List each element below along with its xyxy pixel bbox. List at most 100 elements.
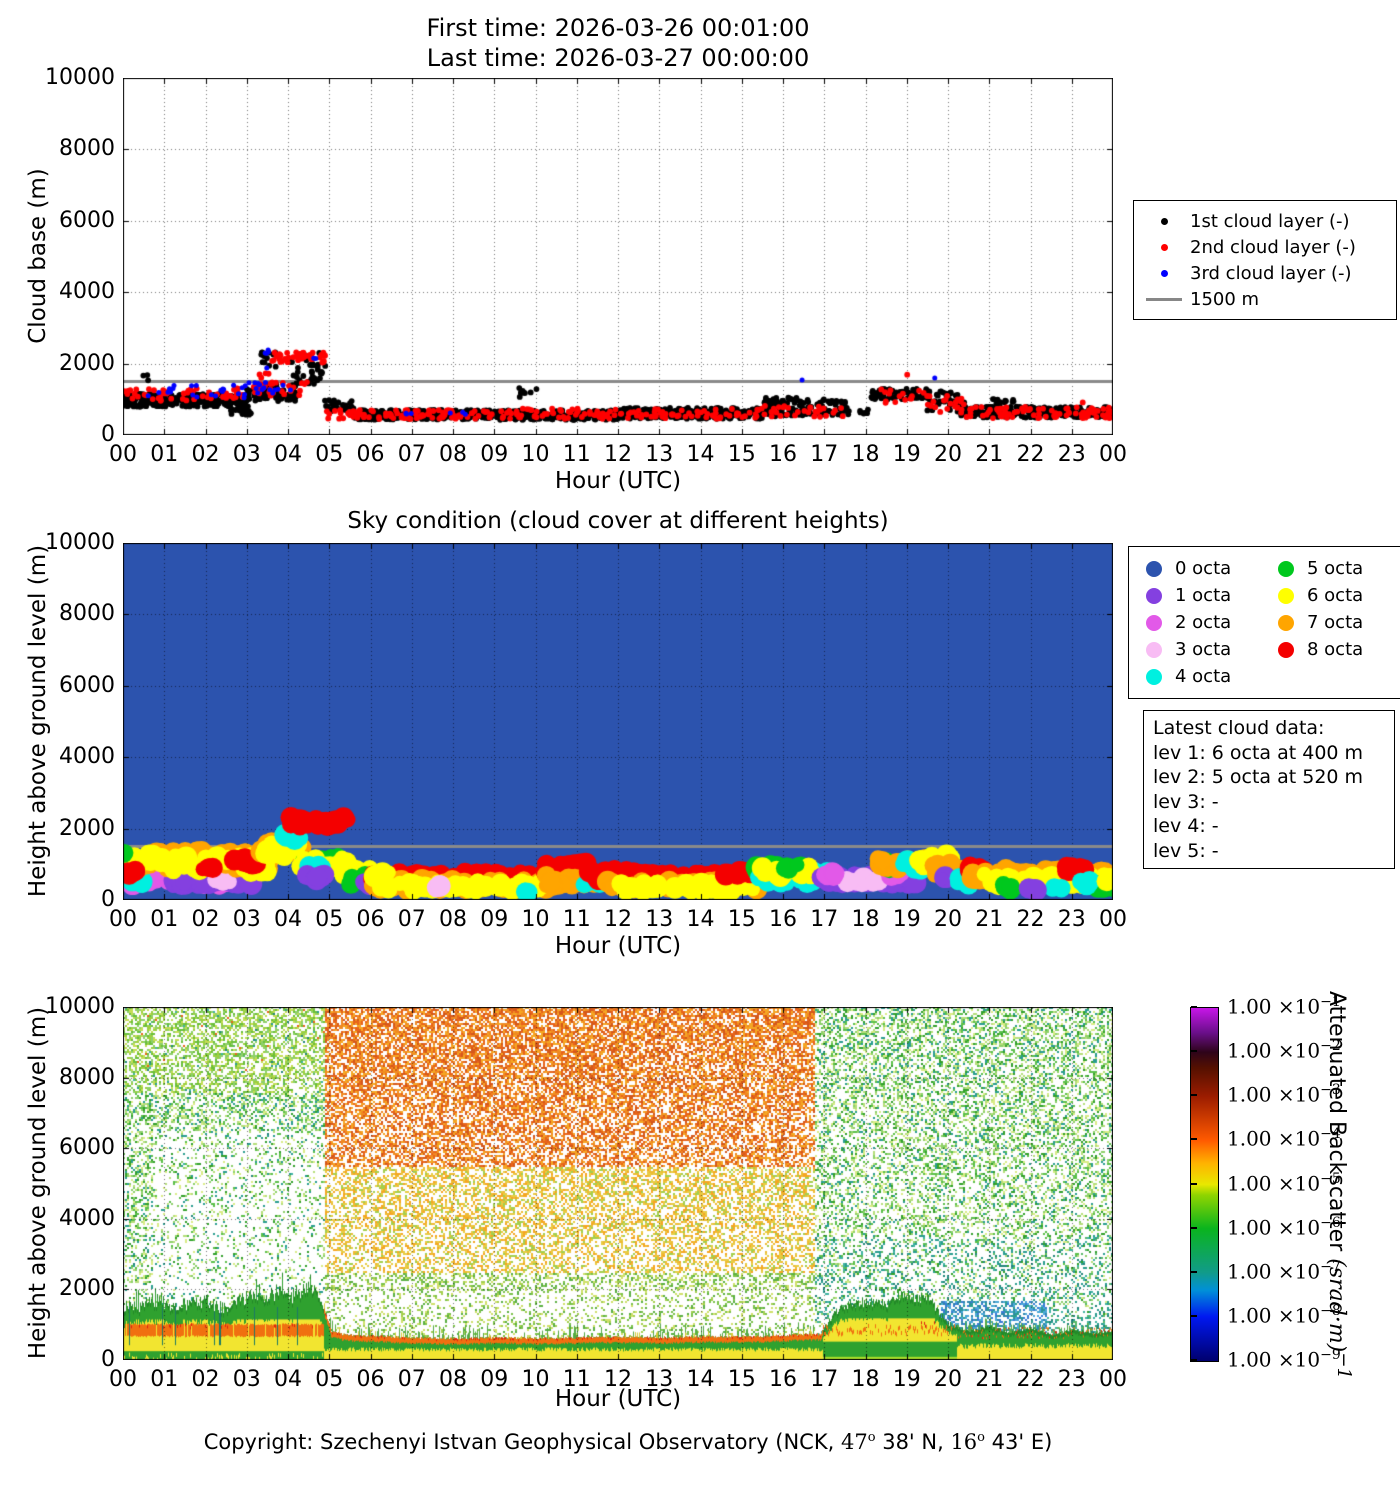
colorbar-tick-label: 1.00 ×10−9 bbox=[1227, 1347, 1341, 1372]
octa-dot-icon bbox=[1133, 587, 1175, 604]
y-tick-label: 8000 bbox=[59, 1064, 115, 1090]
x-tick-label: 06 bbox=[356, 1367, 385, 1392]
legend-item: 1500 m bbox=[1138, 286, 1392, 312]
copyright-text-part: 16 bbox=[950, 1430, 978, 1454]
y-tick-label: 2000 bbox=[59, 350, 115, 376]
x-tick-label: 12 bbox=[604, 442, 632, 467]
x-tick-label: 17 bbox=[810, 442, 839, 467]
x-tick-label: 21 bbox=[975, 1367, 1004, 1392]
x-tick-label: 23 bbox=[1057, 907, 1086, 932]
x-tick-label: 01 bbox=[150, 1367, 179, 1392]
cloud-base-plot bbox=[123, 78, 1113, 435]
x-tick-label: 15 bbox=[727, 907, 756, 932]
colorbar bbox=[1190, 1007, 1219, 1362]
backscatter-heatmap bbox=[123, 1007, 1113, 1360]
x-tick-label: 22 bbox=[1016, 1367, 1045, 1392]
latest-cloud-data-title: Latest cloud data: bbox=[1153, 717, 1325, 739]
legend-item-label: 3rd cloud layer (-) bbox=[1190, 262, 1352, 284]
x-tick-label: 15 bbox=[727, 1367, 756, 1392]
octa-legend-item: 8 octa bbox=[1265, 636, 1397, 663]
octa-legend-item: 7 octa bbox=[1265, 609, 1397, 636]
octa-legend-item: 2 octa bbox=[1133, 609, 1265, 636]
octa-legend-label: 6 octa bbox=[1307, 585, 1364, 606]
x-tick-label: 07 bbox=[397, 1367, 426, 1392]
copyright-line: Copyright: Szechenyi Istvan Geophysical … bbox=[0, 1430, 1256, 1454]
x-tick-label: 11 bbox=[562, 907, 591, 932]
octa-legend-label: 3 octa bbox=[1175, 639, 1232, 660]
y-tick-label: 8000 bbox=[59, 601, 115, 627]
octa-legend-item: 0 octa bbox=[1133, 555, 1265, 582]
latest-cloud-data-line: lev 4: - bbox=[1153, 815, 1219, 837]
cloud-layer-dot-icon bbox=[1138, 243, 1190, 251]
x-tick-label: 09 bbox=[480, 907, 509, 932]
x-tick-label: 05 bbox=[315, 442, 344, 467]
x-tick-label: 22 bbox=[1016, 442, 1045, 467]
y-tick-label: 10000 bbox=[45, 530, 115, 555]
x-tick-label: 09 bbox=[480, 442, 509, 467]
x-tick-label: 04 bbox=[274, 907, 302, 932]
latest-cloud-data-line: lev 1: 6 octa at 400 m bbox=[1153, 741, 1364, 764]
x-tick-label: 09 bbox=[480, 1367, 509, 1392]
x-tick-label: 10 bbox=[521, 907, 550, 932]
colorbar-tick-mark bbox=[1191, 1138, 1197, 1141]
colorbar-tick-label: 1.00 ×10−1 bbox=[1227, 994, 1341, 1019]
colorbar-tick-label: 1.00 ×10−6 bbox=[1227, 1214, 1341, 1240]
x-tick-label: 01 bbox=[150, 907, 179, 932]
x-tick-label: 22 bbox=[1016, 907, 1045, 932]
x-tick-label: 23 bbox=[1057, 1367, 1086, 1392]
latest-cloud-data-line: lev 2: 5 octa at 520 m bbox=[1153, 766, 1364, 788]
octa-legend-label: 2 octa bbox=[1175, 612, 1232, 633]
octa-dot-icon bbox=[1265, 614, 1307, 631]
x-tick-label: 14 bbox=[686, 907, 715, 932]
legend-item-label: 1st cloud layer (-) bbox=[1190, 210, 1350, 232]
y-tick-label: 0 bbox=[101, 887, 115, 912]
x-tick-label: 10 bbox=[521, 442, 550, 467]
colorbar-tick-label: 1.00 ×10−2 bbox=[1227, 1038, 1341, 1063]
x-tick-label: 00 bbox=[109, 442, 137, 467]
x-tick-label: 08 bbox=[439, 907, 467, 932]
x-tick-label: 18 bbox=[851, 1367, 880, 1392]
x-tick-label: 19 bbox=[892, 442, 921, 467]
x-tick-label: 21 bbox=[975, 442, 1004, 467]
colorbar-tick-label: 1.00 ×10−8 bbox=[1227, 1302, 1341, 1328]
x-tick-label: 06 bbox=[356, 907, 385, 932]
colorbar-tick-mark bbox=[1191, 1006, 1197, 1008]
colorbar-tick-mark bbox=[1191, 1270, 1197, 1273]
sky-x-axis-label: Hour (UTC) bbox=[554, 933, 682, 959]
y-tick-label: 2000 bbox=[59, 815, 115, 841]
octa-dot-icon bbox=[1133, 560, 1175, 577]
x-tick-label: 03 bbox=[232, 442, 261, 467]
x-tick-label: 20 bbox=[934, 442, 962, 467]
octa-legend-label: 5 octa bbox=[1307, 558, 1364, 579]
x-tick-label: 13 bbox=[645, 907, 674, 932]
octa-dot-icon bbox=[1265, 560, 1307, 577]
cloud-base-y-axis-label: Cloud base (m) bbox=[25, 168, 51, 344]
x-tick-label: 18 bbox=[851, 907, 880, 932]
y-tick-label: 4000 bbox=[59, 1205, 115, 1231]
latest-cloud-data-line: lev 5: - bbox=[1153, 839, 1219, 862]
cloud-layer-dot-icon bbox=[1138, 269, 1190, 277]
x-tick-label: 07 bbox=[397, 442, 426, 467]
x-tick-label: 21 bbox=[975, 907, 1004, 932]
last-time-title: Last time: 2026-03-27 00:00:00 bbox=[426, 44, 810, 72]
x-tick-label: 16 bbox=[769, 1367, 797, 1392]
x-tick-label: 01 bbox=[150, 442, 179, 467]
x-tick-label: 17 bbox=[810, 907, 839, 932]
x-tick-label: 03 bbox=[232, 907, 261, 932]
octa-legend-item: 4 octa bbox=[1133, 663, 1265, 690]
x-tick-label: 14 bbox=[686, 1367, 715, 1392]
octa-legend-item: 3 octa bbox=[1133, 636, 1265, 663]
y-tick-label: 0 bbox=[101, 1347, 115, 1372]
x-tick-label: 00 bbox=[1099, 1367, 1127, 1392]
x-tick-label: 13 bbox=[645, 442, 674, 467]
x-tick-label: 13 bbox=[645, 1367, 674, 1392]
legend-item: 3rd cloud layer (-) bbox=[1138, 260, 1392, 286]
colorbar-tick-mark bbox=[1191, 1050, 1197, 1053]
octa-legend-item: 6 octa bbox=[1265, 582, 1397, 609]
x-tick-label: 12 bbox=[604, 907, 632, 932]
copyright-text-part: 43' E) bbox=[985, 1430, 1053, 1454]
x-tick-label: 19 bbox=[892, 1367, 921, 1392]
x-tick-label: 03 bbox=[232, 1367, 261, 1392]
cloud-layers-legend: 1st cloud layer (-) 2nd cloud layer (-) 3r… bbox=[1133, 200, 1397, 320]
octa-dot-icon bbox=[1133, 668, 1175, 685]
